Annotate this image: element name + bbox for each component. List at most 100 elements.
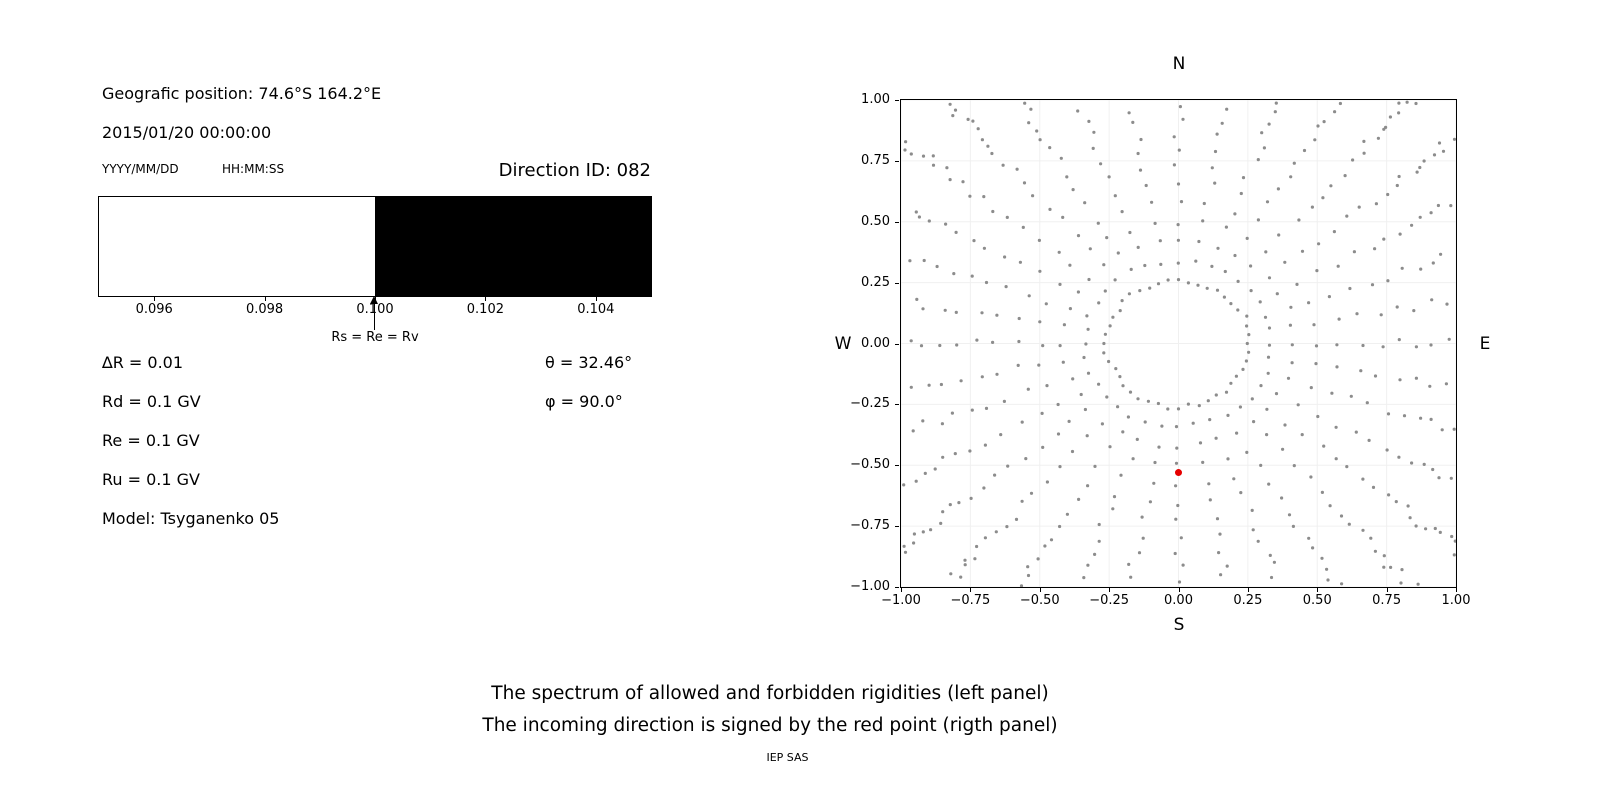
y-tick-mark [895, 526, 899, 528]
asymptotic-direction-dot [1453, 539, 1456, 543]
asymptotic-direction-dot [939, 382, 943, 387]
asymptotic-direction-dot [1414, 345, 1418, 349]
asymptotic-direction-dot [1085, 434, 1089, 438]
asymptotic-direction-dot [944, 222, 948, 226]
asymptotic-direction-dot [1444, 382, 1448, 386]
asymptotic-direction-dot [1245, 236, 1249, 240]
asymptotic-direction-dot [1140, 515, 1144, 519]
asymptotic-direction-dot [1065, 512, 1069, 516]
asymptotic-direction-dot [1249, 289, 1253, 293]
asymptotic-direction-dot [1197, 239, 1201, 244]
asymptotic-direction-dot [1191, 421, 1195, 425]
spectrum-tick-mark [264, 297, 266, 301]
asymptotic-direction-dot [1263, 315, 1268, 319]
x-tick-label: −0.25 [1089, 593, 1130, 608]
ring-dot [1186, 281, 1190, 285]
asymptotic-direction-dot [1027, 294, 1031, 298]
asymptotic-direction-dot [1362, 151, 1366, 155]
asymptotic-direction-dot [1020, 420, 1024, 424]
asymptotic-direction-dot [921, 530, 925, 534]
asymptotic-direction-dot [1388, 115, 1392, 119]
asymptotic-direction-dot [1429, 417, 1433, 421]
asymptotic-direction-dot [980, 138, 984, 142]
asymptotic-direction-dot [1113, 278, 1117, 282]
asymptotic-direction-dot [1267, 326, 1272, 330]
asymptotic-direction-dot [1438, 530, 1442, 534]
asymptotic-direction-dot [951, 114, 955, 118]
asymptotic-direction-dot [1071, 377, 1075, 381]
spectrum-tick-label: 0.096 [135, 302, 173, 317]
asymptotic-direction-dot [1038, 269, 1042, 273]
asymptotic-direction-dot [1071, 188, 1075, 192]
asymptotic-direction-dot [1226, 413, 1230, 417]
x-tick-mark [1386, 588, 1388, 592]
asymptotic-direction-dot [1311, 546, 1315, 550]
asymptotic-direction-dot [1084, 342, 1088, 346]
asymptotic-direction-dot [1351, 158, 1355, 162]
ring-dot [1245, 314, 1249, 318]
x-tick-mark [1317, 588, 1319, 592]
asymptotic-direction-dot [1416, 582, 1420, 586]
asymptotic-direction-dot [1175, 446, 1179, 450]
asymptotic-direction-dot [921, 154, 926, 158]
asymptotic-direction-dot [1043, 544, 1047, 548]
asymptotic-direction-dot [1131, 120, 1135, 124]
asymptotic-direction-dot [1382, 565, 1386, 569]
asymptotic-direction-dot [953, 452, 957, 456]
asymptotic-direction-dot [1086, 327, 1090, 331]
asymptotic-direction-dot [1048, 146, 1052, 150]
asymptotic-direction-dot [966, 117, 970, 121]
asymptotic-direction-dot [945, 166, 949, 170]
asymptotic-direction-dot [1370, 283, 1375, 287]
asymptotic-direction-dot [1070, 449, 1075, 454]
asymptotic-direction-dot [1283, 423, 1287, 427]
asymptotic-direction-dot [1292, 464, 1296, 468]
asymptotic-direction-dot [1097, 301, 1101, 305]
asymptotic-direction-dot [1215, 517, 1220, 521]
asymptotic-direction-dot [1220, 121, 1224, 125]
y-tick-label: 0.50 [861, 213, 890, 229]
asymptotic-direction-dot [1217, 551, 1221, 555]
asymptotic-direction-dot [1334, 457, 1338, 461]
asymptotic-direction-dot [1173, 551, 1177, 556]
asymptotic-direction-dot [1127, 111, 1131, 115]
y-tick-label: 1.00 [861, 92, 890, 107]
x-tick-label: −0.50 [1019, 593, 1060, 608]
asymptotic-direction-dot [1058, 282, 1062, 286]
asymptotic-direction-dot [909, 152, 913, 156]
asymptotic-direction-dot [1097, 382, 1101, 386]
asymptotic-direction-dot [1259, 463, 1263, 467]
asymptotic-direction-dot [1093, 464, 1097, 468]
asymptotic-direction-dot [1159, 262, 1163, 266]
asymptotic-direction-dot [1379, 313, 1383, 317]
asymptotic-direction-dot [902, 544, 906, 548]
asymptotic-direction-dot [1153, 460, 1157, 465]
asymptotic-direction-dot [1040, 411, 1044, 415]
asymptotic-direction-dot [1061, 215, 1065, 219]
asymptotic-direction-dot [1273, 110, 1277, 114]
asymptotic-direction-dot [973, 557, 977, 561]
asymptotic-direction-dot [1369, 536, 1373, 540]
ring-dot [1186, 402, 1190, 406]
ring-dot [1244, 359, 1248, 363]
asymptotic-direction-dot [1452, 553, 1456, 557]
asymptotic-direction-dot [1449, 204, 1453, 208]
asymptotic-direction-dot [1005, 525, 1009, 529]
asymptotic-direction-dot [971, 119, 975, 123]
asymptotic-direction-dot [963, 558, 967, 562]
asymptotic-direction-dot [1160, 424, 1164, 428]
spectrum-tick-mark [154, 297, 156, 301]
ring-dot [1214, 393, 1218, 397]
asymptotic-direction-dot [1440, 428, 1444, 432]
asymptotic-direction-dot [1044, 302, 1048, 306]
asymptotic-direction-dot [1041, 445, 1045, 449]
asymptotic-direction-dot [929, 528, 933, 532]
asymptotic-direction-dot [959, 379, 963, 383]
asymptotic-direction-dot [1252, 420, 1256, 424]
caption-line-2: The incoming direction is signed by the … [482, 715, 1058, 736]
asymptotic-direction-dot [990, 151, 994, 156]
asymptotic-direction-dot [1430, 298, 1434, 302]
asymptotic-direction-dot [1201, 219, 1205, 223]
spectrum-tick-mark [485, 297, 487, 301]
y-tick-label: −0.75 [850, 518, 890, 534]
